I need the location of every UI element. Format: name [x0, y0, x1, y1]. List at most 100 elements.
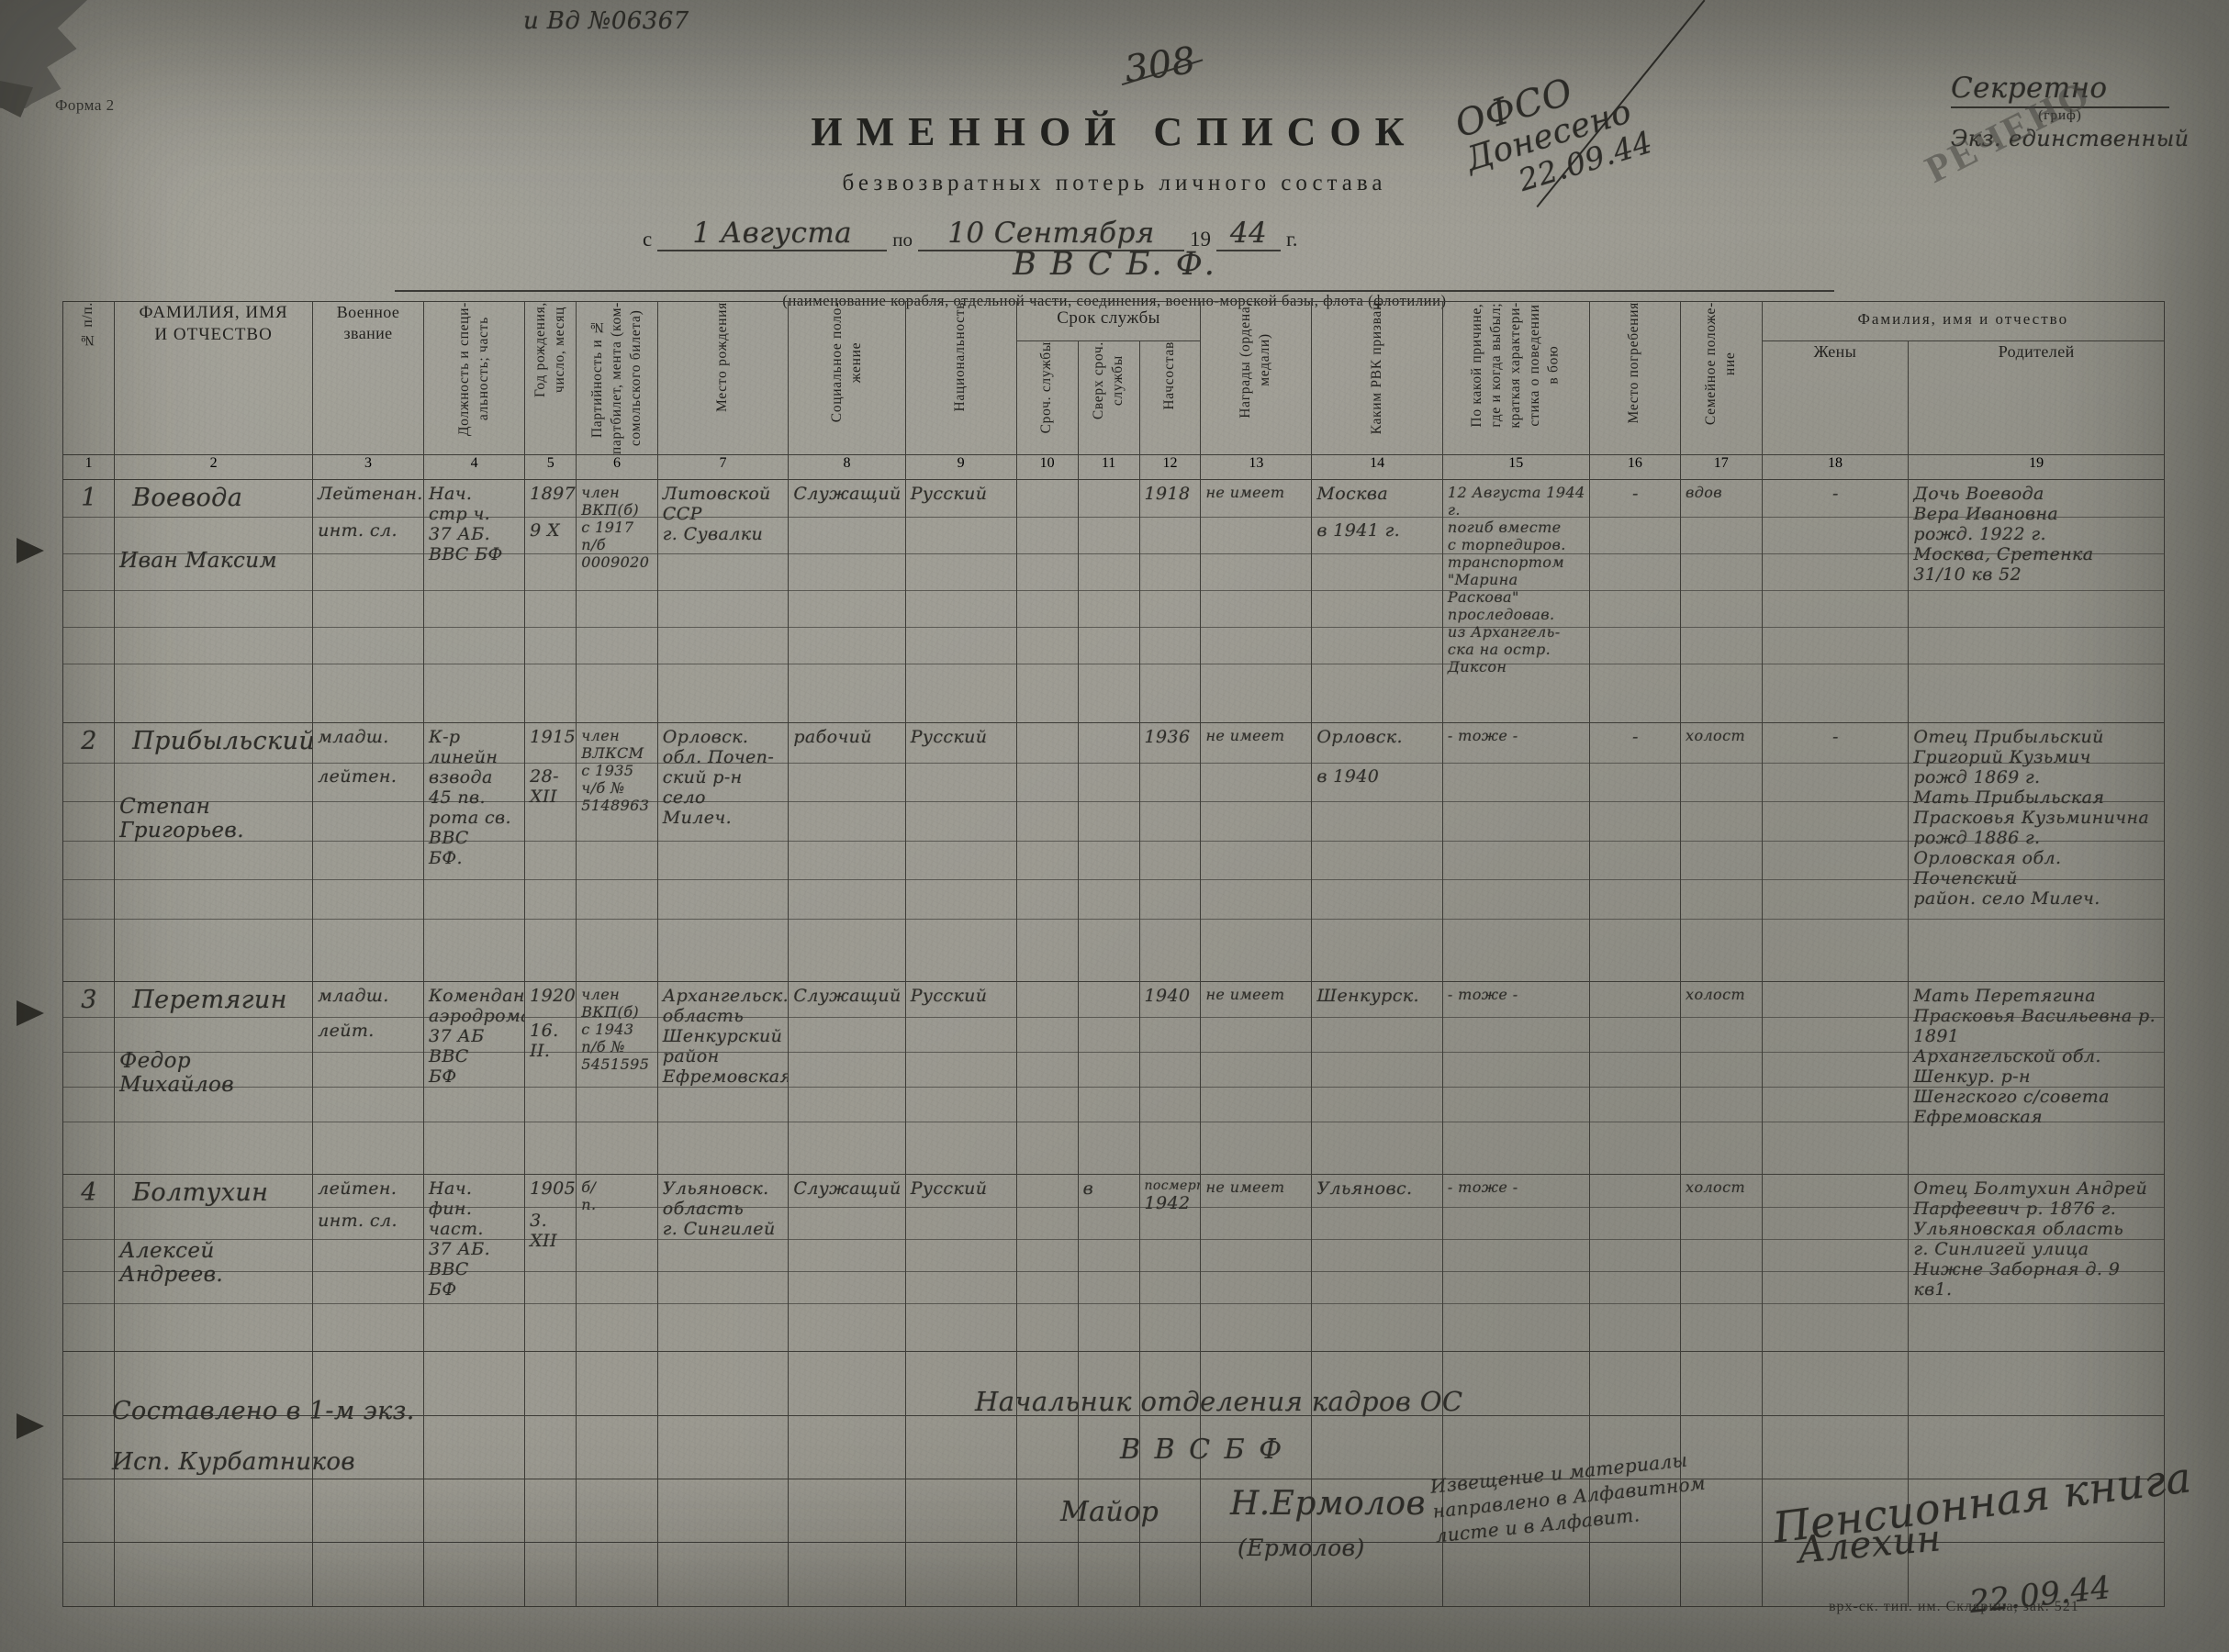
burial-place: - — [1631, 727, 1639, 748]
surname: Перетягин — [132, 985, 287, 1014]
cell-line: Ульяновск. — [662, 1178, 769, 1199]
cell-nachsostav: 1936 — [1138, 722, 1202, 982]
cell-empty — [312, 1542, 424, 1607]
cell-line: - тоже - — [1447, 985, 1518, 1003]
reporting-period: с 1 Августа по 10 Сентября 19 44 г. — [643, 217, 1515, 251]
compiled-note: Составлено в 1-м экз. — [112, 1397, 415, 1425]
cell-empty — [422, 1351, 526, 1416]
service-nachsostav: 1936 — [1144, 727, 1191, 748]
cell-line: с торпедиров. — [1447, 536, 1566, 554]
birth-year: 1897 — [530, 484, 577, 505]
cell-parents: Дочь Воевода Вера Ивановна рожд. 1922 г. Мо… — [1908, 479, 2165, 724]
cell-line: ВЛКСМ — [581, 744, 644, 763]
cell-empty — [62, 1479, 116, 1544]
cell-srok — [1015, 479, 1079, 724]
secrecy-stamp: Секретно (гриф) Экз. единственный — [1951, 72, 2190, 151]
cell-line: ВКП(б) — [581, 501, 640, 519]
cell-line: Ефремовская — [1913, 1106, 2044, 1127]
cell-parents: Отец Болтухин Андрей Парфеевич р. 1876 г.… — [1908, 1173, 2165, 1353]
cell-line: Нач. — [429, 484, 473, 505]
cell-line: 5451595 — [581, 1055, 650, 1073]
cell-empty — [1200, 1542, 1313, 1607]
colnum: 10 — [1015, 454, 1079, 481]
row-number: 3 — [81, 985, 97, 1014]
table-row: 3 Перетягин Федор Михайлов младш. лейт. Комен… — [62, 980, 2165, 1175]
service-sverh: в — [1082, 1178, 1094, 1199]
table-body: 1 Воевода Иван Максим Лейтенан. инт. сл. Нач.… — [62, 479, 2165, 1607]
cell-line: ССР — [662, 504, 702, 525]
cell-line: б/ — [581, 1178, 597, 1196]
cell-empty — [62, 1542, 116, 1607]
birth-date: 9 X — [530, 520, 560, 541]
colnum: 2 — [114, 454, 314, 481]
th-sverh: Сверх сроч. службы — [1077, 340, 1140, 456]
th-relatives-group: Фамилия, имя и отчество — [1761, 301, 2166, 341]
cell-rank: лейтен. инт. сл. — [312, 1173, 424, 1353]
cell-party: член ВЛКСМ с 1935 ч/б № 5148963 — [576, 722, 658, 982]
cell-empty — [788, 1542, 906, 1607]
cell-empty — [1761, 1542, 1910, 1607]
cell-line: Шенкурск. — [1316, 985, 1419, 1006]
family-status: холост — [1686, 727, 1746, 745]
cell-empty — [904, 1414, 1017, 1480]
nationality: Русский — [910, 985, 988, 1006]
cell-line: Москва, Сретенка — [1913, 544, 2094, 565]
secrecy-note: (гриф) — [2038, 108, 2082, 123]
cell-empty — [1680, 1351, 1763, 1416]
th-birthplace: Место рождения — [656, 300, 790, 456]
cell-empty — [576, 1351, 658, 1416]
colnum: 15 — [1441, 454, 1590, 481]
cell-line: Отец Болтухин Андрей — [1913, 1178, 2148, 1199]
cell-empty — [788, 1351, 906, 1416]
th-fullname: ФАМИЛИЯ, ИМЯ И ОТЧЕСТВО — [114, 300, 314, 456]
th-num: № п/п. — [62, 300, 116, 456]
th-family: Семейное положе- ние — [1680, 300, 1763, 456]
awards: не имеет — [1205, 727, 1285, 745]
table-row-empty — [62, 1542, 2165, 1607]
cell-empty — [1200, 1479, 1313, 1544]
cell-line: область — [662, 1198, 745, 1219]
cell-burial: - — [1588, 722, 1682, 982]
cell-line: проследовав. — [1447, 606, 1555, 624]
cell-line: 5148963 — [581, 797, 650, 815]
cell-line: с 1943 — [581, 1020, 634, 1038]
cell-party: член ВКП(б) с 1917 п/б 0009020 — [576, 479, 658, 724]
cell-line: п. — [581, 1195, 597, 1213]
cell-empty — [656, 1479, 790, 1544]
social-status: рабочий — [793, 727, 872, 748]
cell-awards: не имеет — [1200, 980, 1313, 1175]
cell-empty — [114, 1542, 314, 1607]
service-nachsostav: 1942 — [1144, 1192, 1191, 1213]
cell-srok — [1015, 1173, 1079, 1353]
th-rvk: Каким РВК призван — [1311, 300, 1443, 456]
cell-line: Вера Ивановна — [1913, 504, 2059, 525]
signer-signature: Н.Ермолов — [1230, 1485, 1426, 1523]
family-status: холост — [1686, 985, 1746, 1003]
cell-position: Нач. стр ч. 37 АБ. ВВС БФ — [422, 479, 526, 724]
surname: Болтухин — [132, 1178, 269, 1207]
signer-rank: Майор — [1060, 1496, 1159, 1528]
archival-mark: и Вд №06367 — [523, 7, 689, 35]
colnum: 8 — [788, 454, 906, 481]
colnum: 13 — [1200, 454, 1313, 481]
cell-empty — [1761, 1414, 1910, 1480]
cell-line: ВВС — [429, 1258, 469, 1279]
margin-arrow-3 — [17, 1413, 44, 1439]
row-number: 1 — [81, 484, 97, 513]
cell-line: член — [581, 484, 621, 502]
cell-rank: младш. лейтен. — [312, 722, 424, 982]
colnum: 14 — [1311, 454, 1443, 481]
th-social: Социальное поло- жение — [788, 300, 906, 456]
surname: Воевода — [132, 484, 243, 513]
cell-line: г. Сингилей — [662, 1218, 776, 1239]
cell-nachsostav: 1940 — [1138, 980, 1202, 1175]
cell-circumstance: - тоже - — [1441, 980, 1590, 1175]
cell-line: Прасковья Васильевна р. 1891 — [1913, 1005, 2156, 1046]
cell-empty — [1680, 1414, 1763, 1480]
signer-unit: В В С Б Ф — [1120, 1434, 1285, 1466]
th-nachsostav: Начсостав — [1138, 340, 1202, 456]
table-row: 1 Воевода Иван Максим Лейтенан. инт. сл. Нач.… — [62, 479, 2165, 724]
cell-line: п/б — [581, 536, 606, 554]
colnum: 17 — [1680, 454, 1763, 481]
cell-line: Шенгского с/совета — [1913, 1086, 2110, 1107]
